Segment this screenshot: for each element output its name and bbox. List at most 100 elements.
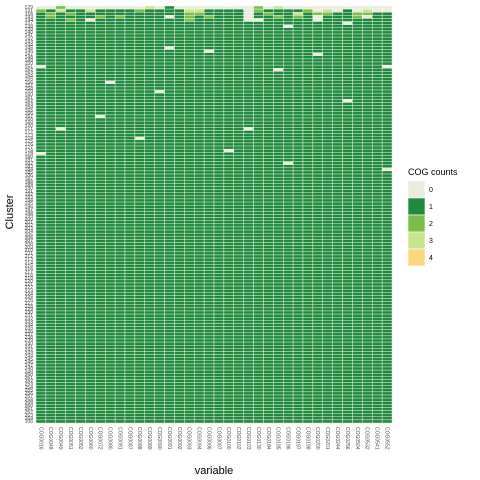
heatmap-cell xyxy=(124,295,136,299)
heatmap-cell xyxy=(253,176,264,181)
heatmap-cell xyxy=(292,15,304,19)
heatmap-cell xyxy=(164,329,175,333)
heatmap-cell xyxy=(105,413,116,417)
heatmap-cell xyxy=(144,332,155,337)
heatmap-cell xyxy=(243,152,254,156)
heatmap-cell xyxy=(154,239,165,243)
heatmap-cell xyxy=(213,416,225,421)
heatmap-cell xyxy=(124,152,136,156)
heatmap-cell xyxy=(381,145,393,150)
heatmap-cell xyxy=(223,357,234,361)
heatmap-cell xyxy=(372,351,383,355)
y-tick-label: 230 xyxy=(25,310,34,316)
heatmap-cell xyxy=(184,295,195,299)
heatmap-cell xyxy=(362,74,373,78)
heatmap-cell xyxy=(194,198,205,203)
heatmap-cell xyxy=(302,276,314,281)
heatmap-cell xyxy=(65,55,76,60)
heatmap-cell xyxy=(45,239,56,243)
heatmap-cell xyxy=(362,220,373,225)
heatmap-cell xyxy=(312,164,323,169)
heatmap-cell xyxy=(253,401,264,405)
heatmap-cell xyxy=(322,257,333,262)
heatmap-cell xyxy=(65,43,76,47)
heatmap-cell xyxy=(312,148,323,153)
heatmap-cell xyxy=(154,36,165,41)
heatmap-cell xyxy=(105,220,116,225)
heatmap-cell xyxy=(352,43,363,47)
heatmap-cell xyxy=(105,40,116,44)
heatmap-cell xyxy=(302,164,314,169)
heatmap-cell xyxy=(233,413,244,417)
heatmap-cell xyxy=(381,382,393,386)
heatmap-cell xyxy=(263,313,274,318)
heatmap-cell xyxy=(75,301,86,305)
heatmap-cell xyxy=(263,61,274,66)
y-tick-label: 246 xyxy=(25,360,34,366)
heatmap-cell xyxy=(322,183,333,187)
heatmap-cell xyxy=(332,64,343,69)
heatmap-cell xyxy=(184,102,195,106)
heatmap-cell xyxy=(114,40,126,44)
heatmap-cell xyxy=(352,117,363,122)
heatmap-cell xyxy=(75,419,86,424)
heatmap-cell xyxy=(342,139,353,144)
heatmap-cell xyxy=(352,214,363,218)
heatmap-cell xyxy=(372,345,383,349)
heatmap-cell xyxy=(95,133,106,137)
heatmap-cell xyxy=(85,167,96,172)
heatmap-cell xyxy=(233,391,244,396)
heatmap-cell xyxy=(302,382,314,386)
heatmap-cell xyxy=(154,260,165,265)
heatmap-cell xyxy=(124,401,136,405)
heatmap-cell xyxy=(114,335,126,340)
heatmap-cell xyxy=(352,282,363,287)
heatmap-cell xyxy=(95,120,106,125)
heatmap-cell xyxy=(75,388,86,393)
heatmap-cell xyxy=(302,173,314,178)
heatmap-cell xyxy=(372,382,383,386)
heatmap-cell xyxy=(243,161,254,165)
heatmap-cell xyxy=(154,217,165,221)
heatmap-cell xyxy=(45,195,56,200)
heatmap-cell xyxy=(302,401,314,405)
heatmap-cell xyxy=(75,397,86,402)
heatmap-cell xyxy=(35,12,47,16)
heatmap-cell xyxy=(342,30,353,35)
heatmap-cell xyxy=(312,86,323,91)
heatmap-cell xyxy=(362,223,373,228)
heatmap-cell xyxy=(292,257,304,262)
heatmap-cell xyxy=(332,379,343,383)
heatmap-cell xyxy=(381,55,393,60)
heatmap-cell xyxy=(283,236,294,240)
heatmap-cell xyxy=(194,139,205,144)
heatmap-cell xyxy=(292,270,304,274)
heatmap-cell xyxy=(134,307,145,312)
heatmap-cell xyxy=(105,341,116,346)
heatmap-cell xyxy=(342,363,353,368)
heatmap-cell xyxy=(332,152,343,156)
heatmap-cell xyxy=(105,114,116,119)
heatmap-cell xyxy=(312,404,323,408)
heatmap-cell xyxy=(263,369,274,374)
heatmap-cell xyxy=(45,292,56,296)
heatmap-cell xyxy=(55,257,66,262)
heatmap-cell xyxy=(213,357,225,361)
heatmap-cell xyxy=(352,86,363,91)
heatmap-cell xyxy=(203,211,215,215)
heatmap-cell xyxy=(174,239,185,243)
heatmap-cell xyxy=(95,192,106,197)
heatmap-cell xyxy=(352,18,363,22)
heatmap-cell xyxy=(164,373,175,377)
heatmap-cell xyxy=(322,292,333,296)
heatmap-cell xyxy=(194,170,205,175)
heatmap-cell xyxy=(223,279,234,284)
heatmap-cell xyxy=(124,345,136,349)
heatmap-cell xyxy=(302,251,314,256)
heatmap-cell xyxy=(55,180,66,184)
heatmap-cell xyxy=(233,5,244,10)
heatmap-cell xyxy=(312,139,323,144)
heatmap-cell xyxy=(75,148,86,153)
heatmap-cell xyxy=(174,379,185,383)
heatmap-cell xyxy=(154,310,165,315)
